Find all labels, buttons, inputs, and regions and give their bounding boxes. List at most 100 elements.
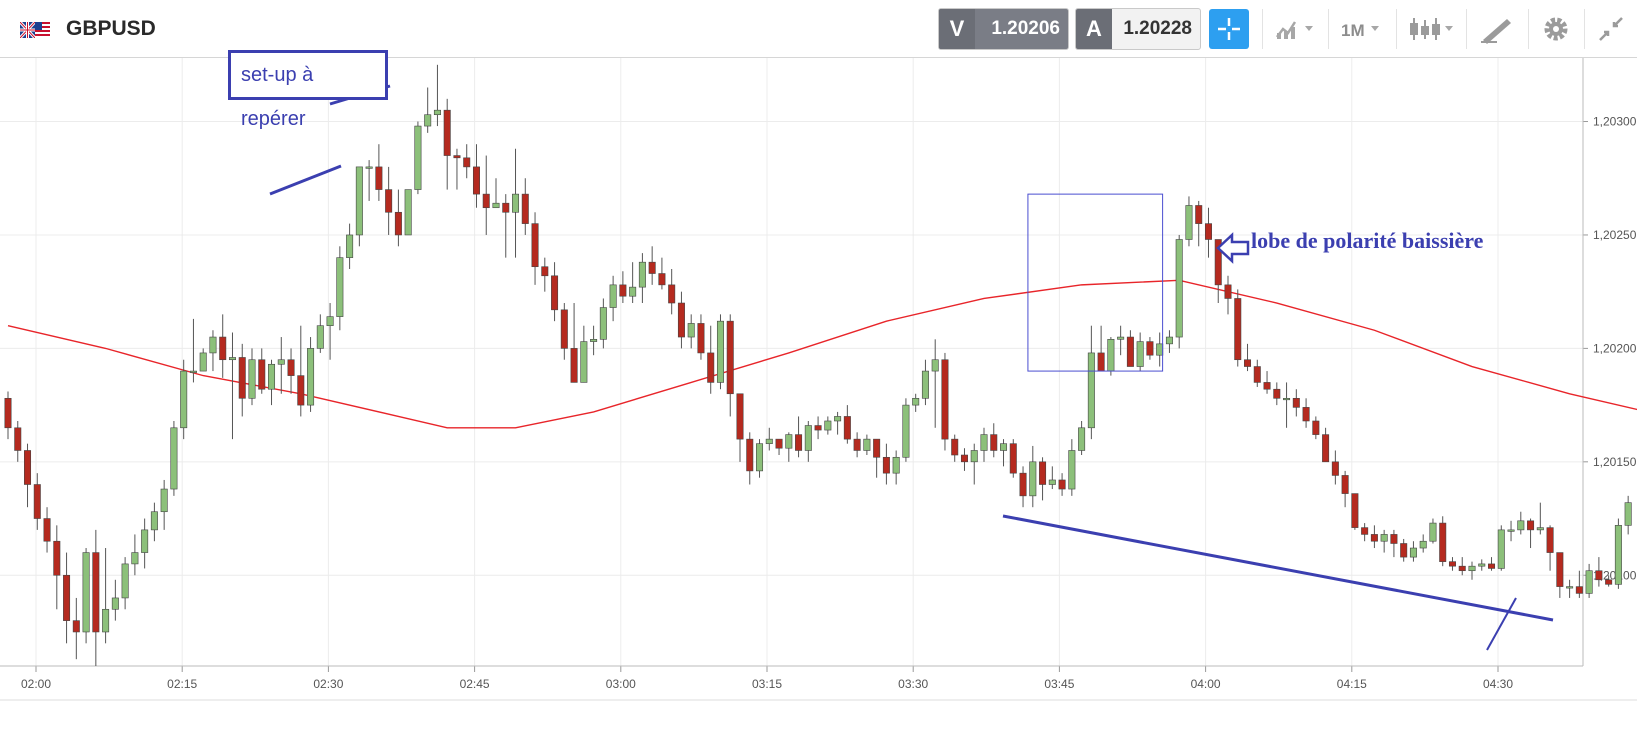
candle-bearish: [33, 484, 41, 519]
candle-bullish: [1078, 427, 1086, 451]
candle-bullish: [1107, 339, 1115, 372]
candle-bullish: [326, 316, 334, 327]
candle-bearish: [873, 438, 881, 458]
candle-bearish: [4, 397, 12, 429]
crosshair-button[interactable]: [1209, 9, 1249, 49]
candle-bullish: [756, 443, 764, 472]
candle-bullish: [1087, 352, 1095, 429]
candle-bearish: [1195, 205, 1203, 224]
candle-bullish: [1517, 520, 1525, 531]
y-tick-label: 1,20200: [1593, 341, 1637, 355]
candle-bullish: [834, 416, 842, 422]
collapse-icon: [1599, 17, 1623, 41]
drawing-tools-button[interactable]: [1466, 9, 1526, 49]
candle-bearish: [1341, 475, 1349, 494]
candle-bullish: [863, 438, 871, 451]
x-tick-label: 03:15: [752, 677, 782, 691]
sell-price-button[interactable]: V 1.20206: [938, 8, 1069, 50]
candle-bearish: [1039, 461, 1047, 485]
chevron-down-icon: [1371, 26, 1379, 31]
x-tick-label: 02:15: [167, 677, 197, 691]
x-tick-label: 02:45: [460, 677, 490, 691]
candle-bearish: [1322, 434, 1330, 463]
candle-bullish: [160, 488, 168, 513]
candle-bullish: [1156, 343, 1164, 356]
candle-bearish: [541, 266, 549, 277]
candle-bullish: [1117, 336, 1125, 340]
candle-bearish: [1263, 382, 1271, 390]
x-tick-label: 02:00: [21, 677, 51, 691]
candle-bearish: [1009, 443, 1017, 474]
candle-bullish: [277, 359, 285, 365]
sell-tag: V: [939, 9, 975, 49]
candle-bearish: [463, 157, 471, 168]
candle-bullish: [1614, 525, 1622, 585]
candle-bullish: [1048, 479, 1056, 485]
candle-bullish: [102, 608, 110, 633]
candle-bearish: [1204, 223, 1212, 240]
candlestick-style-button[interactable]: [1396, 9, 1464, 49]
chart-type-button[interactable]: [1262, 9, 1326, 49]
candle-bullish: [199, 352, 207, 372]
timeframe-button[interactable]: 1M: [1328, 9, 1394, 49]
toolbar: GBPUSD V 1.20206 A 1.20228 1M: [0, 0, 1637, 58]
candle-bearish: [1224, 284, 1232, 299]
candle-bearish: [1361, 527, 1369, 535]
candle-bullish: [629, 286, 637, 297]
candle-bearish: [375, 166, 383, 190]
buy-price-button[interactable]: A 1.20228: [1075, 8, 1201, 50]
candle-bullish: [355, 166, 363, 236]
candle-bearish: [14, 427, 22, 451]
candle-bearish: [1439, 522, 1447, 562]
y-tick-label: 1,20250: [1593, 228, 1637, 242]
candle-bullish: [892, 456, 900, 474]
candle-bullish: [1029, 461, 1037, 497]
candle-bullish: [687, 323, 695, 338]
candle-bullish: [970, 450, 978, 463]
candle-bearish: [619, 284, 627, 297]
candle-bearish: [219, 336, 227, 361]
candle-bearish: [960, 454, 968, 463]
candle-bearish: [1234, 298, 1242, 361]
candle-bearish: [697, 323, 705, 354]
candle-bearish: [1214, 239, 1222, 286]
candle-bullish: [1468, 565, 1476, 572]
candle-bullish: [141, 529, 149, 553]
x-tick-label: 03:30: [898, 677, 928, 691]
candle-bearish: [658, 273, 666, 286]
candle-bullish: [804, 425, 812, 451]
candle-bullish: [111, 597, 119, 610]
candle-bullish: [638, 261, 646, 288]
x-tick-label: 04:00: [1191, 677, 1221, 691]
candle-bullish: [209, 336, 217, 354]
buy-tag: A: [1076, 9, 1112, 49]
candle-bullish: [307, 348, 315, 406]
candle-bearish: [1146, 341, 1154, 356]
trendline-mark: [1486, 597, 1517, 651]
candle-bullish: [912, 397, 920, 406]
candle-bearish: [443, 109, 451, 156]
candle-bearish: [453, 155, 461, 159]
candle-bearish: [990, 434, 998, 451]
sell-price: 1.20206: [991, 18, 1060, 39]
candle-bearish: [1488, 563, 1496, 569]
candle-bullish: [1409, 547, 1417, 558]
candle-bullish: [170, 427, 178, 490]
candle-bullish: [590, 339, 598, 342]
price-chart[interactable]: 1,20300 1,20250 1,20200 1,20150 1,20100 02:00…: [0, 58, 1637, 734]
candle-bearish: [1097, 352, 1105, 372]
candle-bearish: [726, 320, 734, 395]
candle-bullish: [1566, 586, 1574, 589]
candle-bullish: [1185, 205, 1193, 240]
gear-icon: [1544, 17, 1568, 41]
drawing-icon: [1481, 19, 1511, 44]
candle-bearish: [1605, 579, 1613, 585]
setup-annotation: set-up à repérer: [228, 50, 388, 130]
candle-bearish: [560, 309, 568, 349]
candle-bearish: [1370, 534, 1378, 542]
settings-button[interactable]: [1528, 9, 1582, 49]
candle-bearish: [258, 359, 266, 390]
candle-bullish: [121, 563, 129, 599]
collapse-button[interactable]: [1584, 9, 1637, 49]
candle-bearish: [24, 450, 32, 485]
